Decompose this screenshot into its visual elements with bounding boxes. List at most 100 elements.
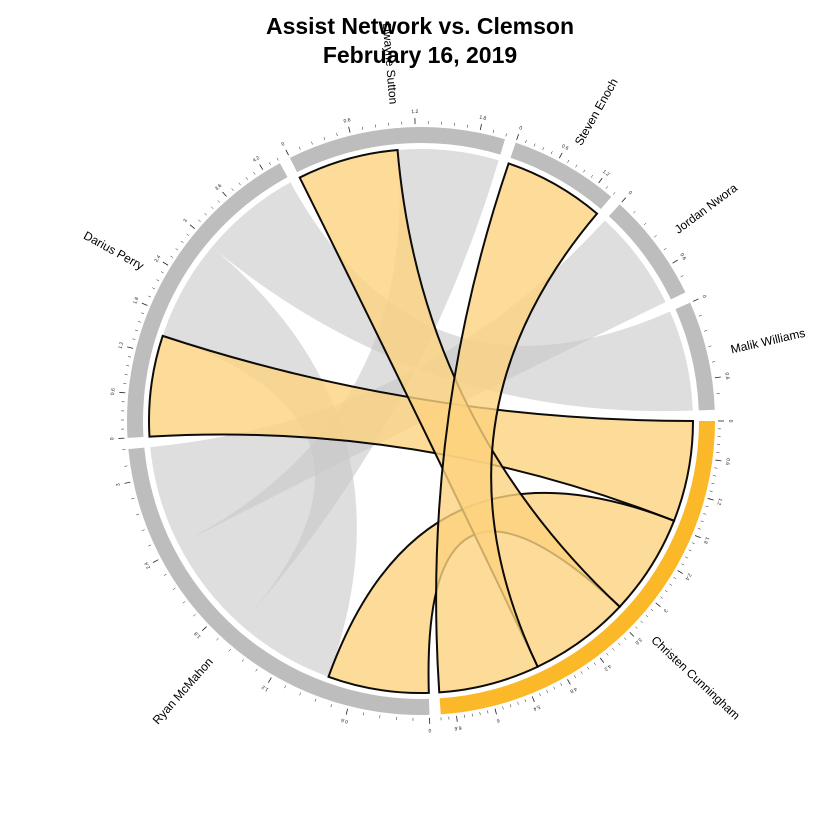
minor-tick: [645, 614, 649, 618]
minor-tick: [643, 222, 647, 226]
major-tick: [127, 346, 134, 349]
tick-label: 2.4: [154, 254, 163, 263]
minor-tick: [314, 698, 317, 702]
minor-tick: [299, 692, 302, 696]
minor-tick: [712, 475, 716, 477]
tick-label: 0: [518, 125, 523, 132]
tick-label: 0.6: [110, 388, 117, 396]
minor-tick: [132, 338, 136, 340]
major-tick: [621, 197, 627, 203]
sector-malik-williams[interactable]: [675, 302, 715, 411]
tick-label: 3.6: [633, 636, 642, 645]
tick-label: 0.6: [724, 458, 731, 466]
major-tick: [494, 708, 497, 715]
major-tick: [629, 631, 635, 637]
tick-label: 1.2: [715, 497, 723, 505]
minor-tick: [126, 365, 130, 367]
sector-darius-perry[interactable]: [127, 163, 288, 438]
tick-label: 4.8: [569, 685, 578, 694]
minor-tick: [691, 542, 695, 545]
sector-christen-cunningham[interactable]: [439, 421, 715, 715]
major-tick: [345, 708, 349, 715]
major-tick: [152, 559, 159, 563]
player-label-christen-cunningham: Christen Cunningham: [649, 633, 743, 722]
minor-tick: [708, 345, 712, 347]
major-tick: [692, 298, 699, 302]
minor-tick: [137, 321, 141, 323]
major-tick: [456, 715, 458, 722]
minor-tick: [542, 147, 545, 151]
minor-tick: [198, 219, 201, 223]
major-tick: [567, 679, 571, 685]
minor-tick: [712, 361, 716, 363]
minor-tick: [141, 529, 145, 531]
major-tick: [162, 261, 169, 266]
minor-tick: [606, 652, 609, 656]
major-tick: [531, 696, 535, 703]
tick-label: 2.4: [143, 561, 152, 570]
major-tick: [715, 459, 722, 462]
tick-label: 0: [701, 294, 708, 299]
major-tick: [714, 376, 721, 379]
minor-tick: [669, 583, 673, 586]
minor-tick: [276, 157, 279, 161]
minor-tick: [550, 151, 553, 155]
minor-tick: [680, 275, 684, 278]
minor-tick: [688, 549, 692, 552]
sector-dwayne-sutton[interactable]: [289, 126, 505, 173]
player-label-steven-enoch: Steven Enoch: [572, 76, 621, 148]
tick-label: 0.6: [723, 372, 730, 380]
minor-tick: [685, 556, 688, 559]
minor-tick: [479, 712, 481, 716]
major-tick: [348, 126, 351, 133]
minor-tick: [336, 133, 338, 137]
major-tick: [222, 191, 227, 197]
minor-tick: [311, 141, 313, 145]
minor-tick: [502, 706, 504, 710]
minor-tick: [148, 544, 152, 547]
minor-tick: [605, 186, 609, 189]
minor-tick: [323, 137, 326, 141]
minor-tick: [330, 704, 332, 708]
tick-label: 1.2: [411, 109, 418, 115]
major-tick: [655, 602, 661, 607]
minor-tick: [553, 686, 556, 690]
minor-tick: [640, 620, 643, 624]
sector-ryan-mcmahon[interactable]: [128, 447, 430, 715]
tick-label: 1.2: [118, 341, 126, 349]
chords-layer: [148, 148, 695, 694]
tick-label: 3: [662, 607, 669, 613]
major-tick: [516, 134, 519, 140]
player-label-malik-williams: Malik Williams: [729, 326, 806, 357]
sector-jordan-nwora[interactable]: [608, 204, 686, 300]
tick-label: 1.8: [132, 296, 140, 305]
minor-tick: [663, 248, 667, 251]
player-label-darius-perry: Darius Perry: [81, 228, 146, 273]
minor-tick: [204, 212, 207, 216]
minor-tick: [524, 699, 527, 703]
minor-tick: [492, 129, 495, 133]
minor-tick: [268, 162, 271, 166]
minor-tick: [560, 683, 563, 686]
minor-tick: [573, 675, 576, 679]
tick-label: 0.6: [340, 717, 348, 725]
minor-tick: [654, 235, 657, 238]
arcs-layer: [127, 126, 715, 715]
minor-tick: [152, 287, 156, 290]
minor-tick: [175, 248, 179, 251]
major-tick: [479, 124, 482, 131]
minor-tick: [135, 329, 139, 332]
player-label-dwayne-sutton: Dwayne Sutton: [380, 22, 401, 104]
tick-label: 0.6: [678, 252, 687, 261]
minor-tick: [241, 659, 244, 662]
minor-tick: [160, 271, 164, 274]
major-tick: [141, 302, 148, 306]
minor-tick: [127, 356, 132, 358]
minor-tick: [711, 482, 715, 485]
minor-tick: [593, 662, 596, 666]
minor-tick: [193, 614, 196, 617]
sector-steven-enoch[interactable]: [510, 142, 612, 210]
major-tick: [119, 391, 126, 394]
minor-tick: [182, 601, 186, 604]
